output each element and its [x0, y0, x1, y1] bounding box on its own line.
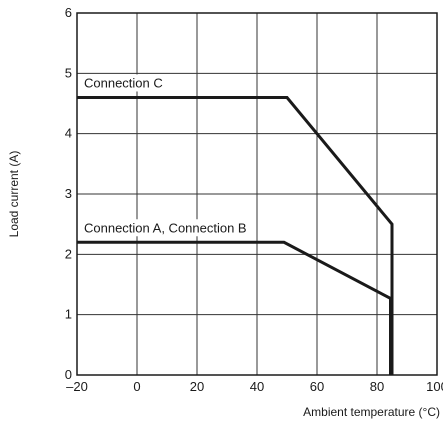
- x-tick-label: –20: [66, 379, 88, 394]
- x-axis-label: Ambient temperature (°C): [303, 405, 440, 419]
- y-tick-label: 1: [65, 307, 72, 322]
- y-axis-label: Load current (A): [7, 151, 21, 238]
- series-label-background: [81, 219, 250, 237]
- y-tick-labels: 0 1 2 3 4 5 6: [65, 5, 72, 382]
- series-label-connection-c: Connection C: [84, 75, 163, 90]
- grid: [77, 13, 437, 375]
- y-tick-label: 6: [65, 5, 72, 20]
- x-tick-label: 40: [250, 379, 264, 394]
- y-tick-label: 5: [65, 65, 72, 80]
- y-tick-label: 3: [65, 186, 72, 201]
- series-lines: [77, 96, 394, 375]
- plot-frame: [76, 12, 438, 376]
- y-tick-label: 0: [65, 367, 72, 382]
- x-tick-labels: –20 0 20 40 60 80 100: [66, 379, 443, 394]
- series-label-connection-ab: Connection A, Connection B: [84, 220, 247, 235]
- series-label-background: [81, 74, 166, 92]
- y-tick-label: 4: [65, 126, 72, 141]
- x-tick-label: 60: [310, 379, 324, 394]
- x-tick-label: 100: [426, 379, 443, 394]
- series-line-1: [77, 240, 392, 375]
- x-tick-label: 80: [370, 379, 384, 394]
- x-tick-label: 0: [133, 379, 140, 394]
- x-tick-label: 20: [190, 379, 204, 394]
- y-tick-label: 2: [65, 246, 72, 261]
